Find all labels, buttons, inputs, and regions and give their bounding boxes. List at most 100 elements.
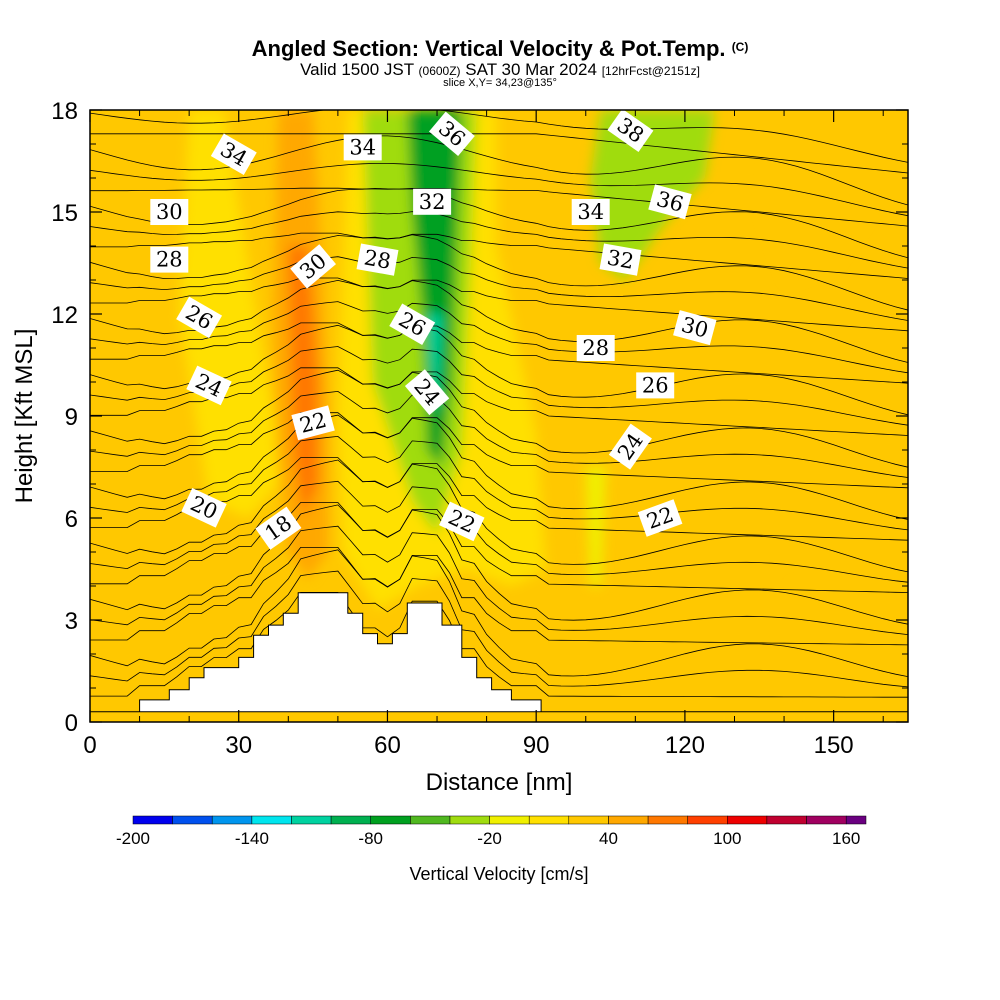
y-tick-label: 15 [51, 200, 78, 227]
isentrope-label-text: 28 [362, 245, 392, 273]
x-axis-label: Distance [nm] [426, 769, 573, 796]
colorbar-tick-label: -80 [358, 829, 383, 848]
colorbar-tick-label: -200 [116, 829, 150, 848]
colorbar-swatch [291, 815, 332, 825]
isentrope-line [90, 457, 908, 541]
isentrope-line [90, 301, 908, 374]
isentrope-label-text: 32 [419, 190, 446, 214]
colorbar-tick-label: -140 [235, 829, 269, 848]
isentrope-line [90, 547, 908, 646]
isentrope-label: 34 [343, 134, 382, 161]
isentrope-line [90, 232, 908, 279]
colorbar-swatch [687, 815, 728, 825]
y-tick-label: 6 [65, 506, 78, 533]
y-tick-label: 12 [51, 302, 78, 329]
terrain [90, 592, 908, 713]
isentrope-label-text: 28 [582, 336, 609, 360]
isentrope-label: 36 [648, 184, 692, 220]
isentrope-line [90, 570, 908, 688]
isentrope-line [90, 256, 908, 321]
isentrope-line [90, 187, 908, 227]
x-tick-label: 0 [83, 732, 96, 759]
velocity-region-10 [794, 586, 908, 712]
y-axis-label: Height [Kft MSL] [11, 329, 38, 504]
colorbar-tick-label: -20 [477, 829, 502, 848]
isentrope-line [90, 367, 908, 436]
colorbar-swatch [449, 815, 490, 825]
colorbar-swatch [806, 815, 847, 825]
velocity-region-9 [764, 110, 874, 280]
y-tick-label: 9 [65, 404, 78, 431]
isentrope-label: 30 [673, 310, 717, 346]
colorbar: -200 -140 -80 -20 40 100 160 [116, 815, 867, 848]
colorbar-swatch [172, 815, 213, 825]
isentrope-line [90, 525, 908, 635]
velocity-region-2 [288, 246, 318, 518]
colorbar-swatch [211, 815, 253, 825]
isentrope-line [90, 502, 908, 593]
isentrope-label: 22 [439, 501, 485, 542]
colorbar-swatch [766, 815, 807, 825]
isentrope-line [90, 592, 908, 698]
isentrope-label: 30 [150, 199, 189, 225]
isentrope-line [90, 549, 908, 677]
chart-subtitle: Valid 1500 JST (0600Z) SAT 30 Mar 2024 [… [300, 60, 700, 79]
colorbar-swatch [132, 815, 173, 825]
isentrope-line [90, 459, 908, 573]
isentrope-label-text: 30 [156, 200, 183, 224]
isentrope-line [90, 435, 908, 531]
y-tick-label: 3 [65, 608, 78, 635]
isentrope-label-text: 34 [349, 135, 376, 159]
isentrope-label-text: 32 [605, 245, 635, 273]
isentrope-label-text: 34 [577, 200, 604, 224]
isentrope-label: 28 [356, 243, 399, 276]
isentrope-line [90, 414, 908, 520]
isentrope-line [90, 480, 908, 583]
velocity-region-6 [427, 314, 442, 416]
slice-info: slice X,Y= 34,23@135° [443, 77, 557, 89]
isentrope-label-text: 28 [156, 248, 183, 272]
isentrope-label-text: 26 [642, 373, 669, 397]
colorbar-tick-label: 40 [599, 829, 618, 848]
vertical-velocity-field [90, 110, 908, 722]
colorbar-swatch [845, 815, 867, 825]
isentrope-label: 22 [291, 405, 335, 441]
isentrope-line [90, 369, 908, 468]
isentrope-lines [90, 110, 908, 698]
isentrope-label: 32 [599, 243, 642, 276]
colorbar-swatch [330, 815, 371, 825]
isentrope-line [90, 163, 908, 217]
colorbar-swatch [568, 815, 609, 825]
colorbar-tick-label: 160 [832, 829, 860, 848]
isentrope-line [90, 324, 908, 416]
isentrope-label: 28 [150, 246, 189, 273]
x-tick-label: 30 [225, 732, 252, 759]
y-tick-label: 18 [51, 98, 78, 125]
colorbar-swatch [608, 815, 649, 825]
isentrope-label: 28 [576, 335, 615, 361]
isentrope-label: 26 [636, 372, 675, 399]
x-tick-label: 60 [374, 732, 401, 759]
colorbar-swatch [489, 815, 530, 825]
isentrope-line [90, 322, 908, 384]
isentrope-line [90, 110, 908, 163]
colorbar-swatch [647, 815, 688, 825]
isentrope-line [90, 135, 908, 206]
velocity-region-0 [179, 110, 279, 518]
isentrope-line [90, 234, 908, 311]
isentrope-line [90, 504, 908, 625]
isentrope-label: 32 [413, 188, 452, 215]
chart-title: Angled Section: Vertical Velocity & Pot.… [251, 36, 749, 61]
y-tick-label: 0 [65, 710, 78, 737]
colorbar-swatch [528, 815, 570, 825]
x-tick-label: 90 [523, 732, 550, 759]
x-tick-label: 120 [665, 732, 705, 759]
isentrope-line [90, 133, 908, 174]
isentrope-line [90, 412, 908, 489]
colorbar-swatch [410, 815, 451, 825]
isentrope-line [90, 279, 908, 363]
isentrope-line [90, 211, 908, 269]
